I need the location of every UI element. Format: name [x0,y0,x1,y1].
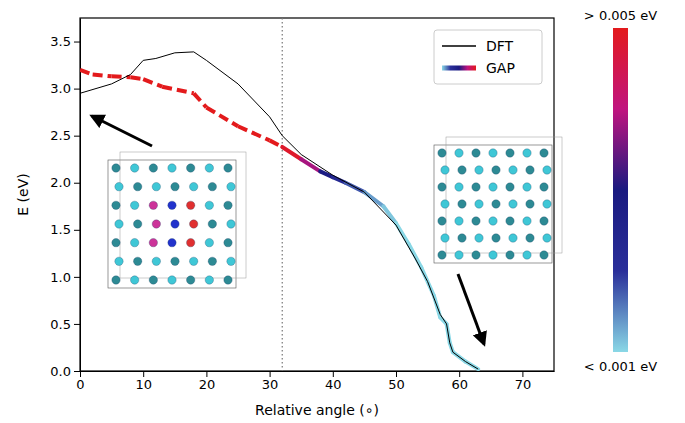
gap-segment [333,177,346,183]
x-axis-title: Relative angle (∘) [255,402,379,418]
y-tick: 2.0 [50,175,80,190]
x-tick-label: 0 [76,377,84,392]
gap-segment [131,77,144,79]
gap-segment [409,244,422,268]
gap-segment [93,74,112,76]
y-tick: 2.5 [50,128,80,143]
structure-inset [434,137,562,263]
y-tick-label: 2.0 [50,175,71,190]
x-tick-label: 30 [262,377,279,392]
gap-segment [80,70,93,75]
x-tick-mark [270,371,271,377]
chart: 0 10 20 30 40 50 60 70 0.0 0.5 1.0 1.5 2.0 2.5 3.0 3.5 R… [0,0,685,423]
y-tick-label: 3.5 [50,34,71,49]
colorbar-tick-label: < 0.001 eV [584,359,657,374]
x-tick-mark [206,371,207,377]
gap-segment [194,93,207,107]
y-tick-mark [74,42,80,43]
y-tick-mark [74,136,80,137]
colorbar: > 0.005 eV < 0.001 eV [584,8,657,374]
arrow [92,116,152,146]
y-axis-title: E (eV) [15,173,31,215]
y-tick-mark [74,89,80,90]
gap-segment [396,223,409,244]
gap-segment [238,126,270,140]
gap-segment [270,140,283,147]
legend-label: GAP [486,60,515,76]
y-tick: 1.5 [50,222,80,237]
y-tick-label: 2.5 [50,128,71,143]
x-tick-mark [522,371,523,377]
x-tick-label: 40 [325,377,342,392]
x-tick-mark [80,371,81,377]
gap-segment [206,107,238,126]
gap-segment [112,74,131,79]
x-tick: 30 [262,371,279,392]
y-tick-mark [74,371,80,372]
y-tick: 0.5 [50,317,80,332]
y-tick: 3.5 [50,34,80,49]
y-tick-label: 0.5 [50,317,71,332]
colorbar-bar [613,28,628,352]
gap-segment [383,206,396,223]
x-tick-mark [333,371,334,377]
y-tick-label: 1.0 [50,270,71,285]
gap-segment [282,147,301,159]
y-tick-mark [74,183,80,184]
x-tick-label: 20 [199,377,216,392]
gap-segment [143,79,162,87]
legend-label: DFT [486,38,514,54]
gap-segment [162,87,194,94]
x-tick-label: 60 [451,377,468,392]
y-tick-mark [74,277,80,278]
plot-frame [80,18,554,371]
x-tick: 10 [135,371,152,392]
y-tick-mark [74,324,80,325]
x-tick: 50 [388,371,405,392]
x-tick-label: 50 [388,377,405,392]
legend: DFT GAP [434,30,542,84]
y-tick: 1.0 [50,270,80,285]
y-tick-label: 1.5 [50,222,71,237]
plot-area [80,18,478,371]
x-tick-mark [396,371,397,377]
y-tick: 0.0 [50,364,80,379]
x-tick: 40 [325,371,342,392]
dft-line [80,52,478,369]
structure-inset [108,152,246,288]
x-tick-mark [459,371,460,377]
y-tick-label: 3.0 [50,81,71,96]
y-tick-label: 0.0 [50,364,71,379]
x-tick-label: 70 [515,377,532,392]
colorbar-tick-label: > 0.005 eV [584,8,657,23]
gap-segment [364,192,383,206]
y-axis: 0.0 0.5 1.0 1.5 2.0 2.5 3.0 3.5 [50,19,80,379]
x-axis-line [81,371,555,372]
x-axis: 0 10 20 30 40 50 60 70 [76,371,554,392]
x-tick-mark [143,371,144,377]
legend-swatch [442,45,476,47]
legend-swatch [442,66,476,71]
reference-line [282,18,283,371]
x-tick: 20 [199,371,216,392]
y-tick: 3.0 [50,81,80,96]
y-tick-mark [74,230,80,231]
x-tick: 60 [451,371,468,392]
legend-box [434,30,542,84]
x-tick: 0 [76,371,84,392]
x-tick-label: 10 [135,377,152,392]
x-tick: 70 [515,371,532,392]
arrow [458,274,484,344]
